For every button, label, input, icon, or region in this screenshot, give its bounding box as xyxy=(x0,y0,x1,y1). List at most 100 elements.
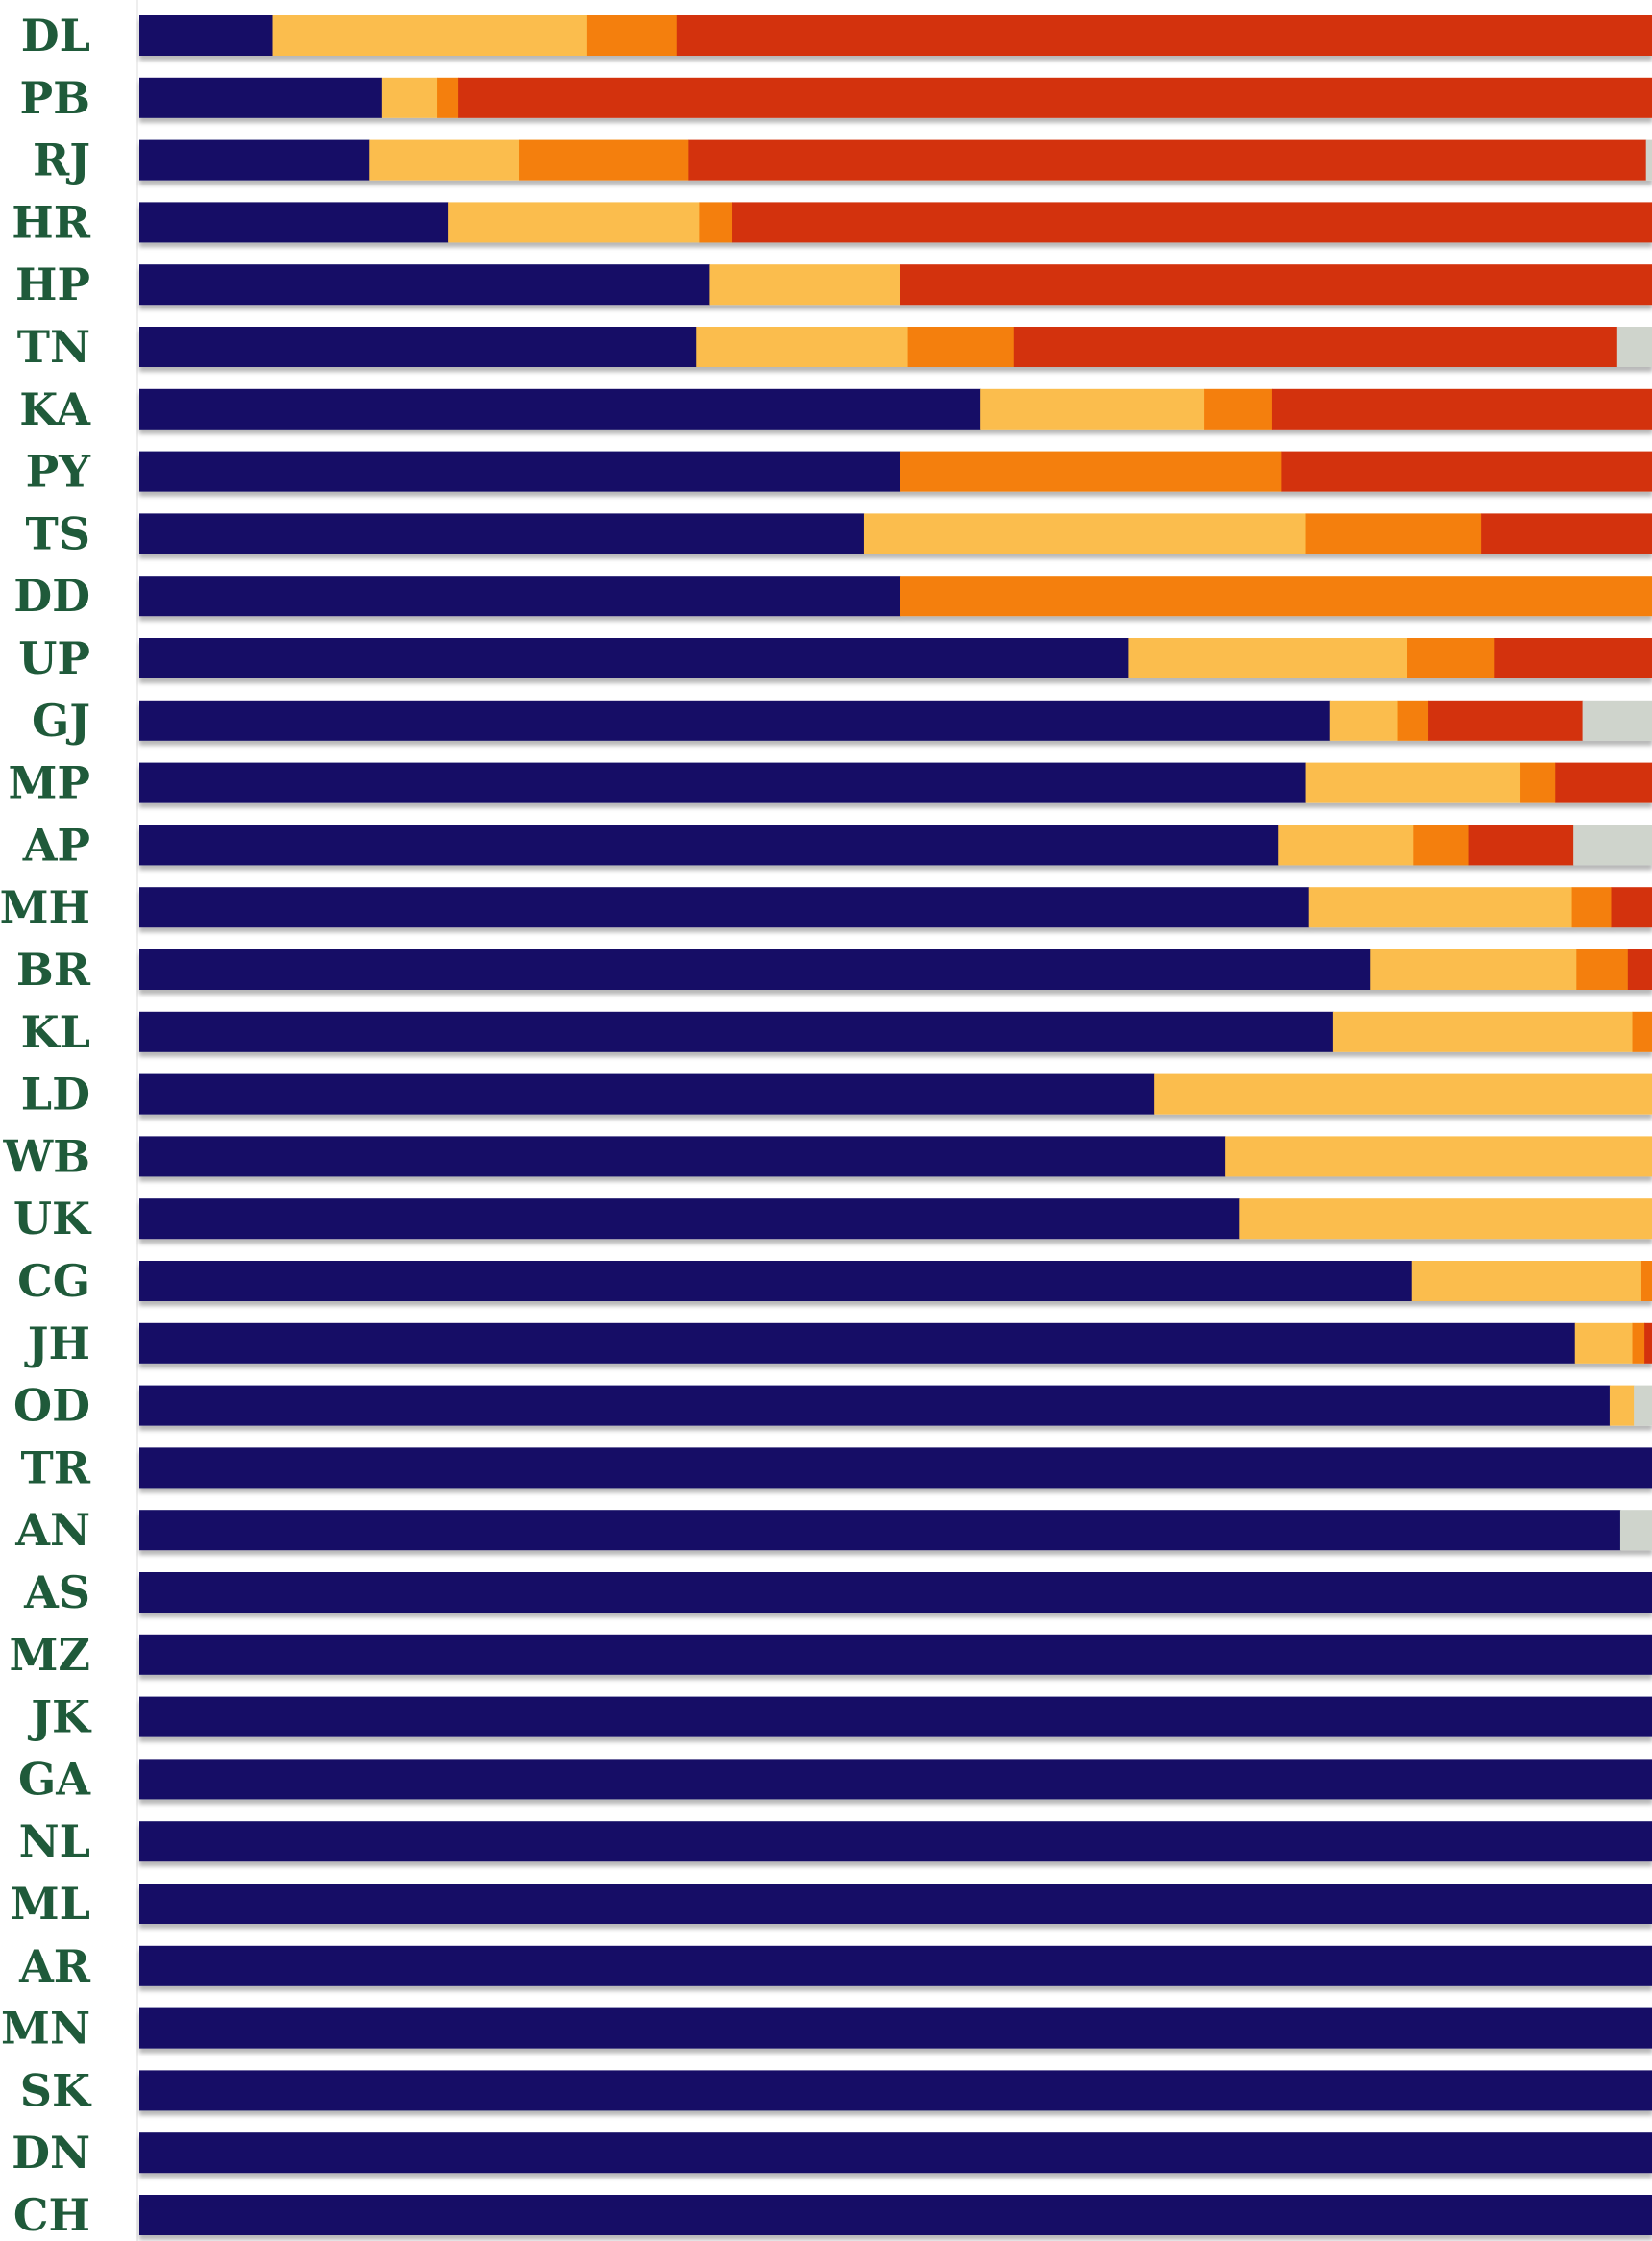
bar-row-gj xyxy=(139,700,1652,741)
bar-row-ch xyxy=(139,2195,1652,2235)
category-label-jk: JK xyxy=(27,1691,92,1743)
bar-row-sk xyxy=(139,2070,1652,2111)
bar-row-wb xyxy=(139,1136,1652,1177)
bar-row-br xyxy=(139,949,1652,990)
category-label-wb: WB xyxy=(2,1130,90,1182)
category-label-mn: MN xyxy=(1,2003,90,2055)
bars xyxy=(139,15,1652,2235)
category-label-an: AN xyxy=(14,1504,90,1556)
bar-segment-dn-1 xyxy=(139,2132,1652,2174)
bar-segment-an-1 xyxy=(139,1510,1621,1551)
category-label-as: AS xyxy=(23,1566,90,1618)
bar-segment-py-1 xyxy=(139,451,901,492)
bar-segment-od-1 xyxy=(139,1385,1611,1426)
bar-segment-ld-1 xyxy=(139,1073,1155,1115)
bar-row-nl xyxy=(139,1821,1652,1862)
bar-row-dn xyxy=(139,2132,1652,2174)
bar-segment-ka-4 xyxy=(1271,388,1652,430)
bar-segment-ap-1 xyxy=(139,825,1279,866)
bar-segment-tn-3 xyxy=(907,327,1015,367)
bar-segment-ga-1 xyxy=(139,1759,1652,1800)
bar-segment-dl-3 xyxy=(586,15,678,56)
bar-segment-mh-2 xyxy=(1308,887,1573,928)
bar-segment-ts-1 xyxy=(139,513,865,554)
bar-row-ka xyxy=(139,388,1652,430)
category-label-ga: GA xyxy=(18,1753,91,1805)
bar-row-py xyxy=(139,451,1652,492)
category-label-pb: PB xyxy=(20,72,90,124)
bar-segment-mh-4 xyxy=(1611,887,1652,928)
bar-segment-ar-1 xyxy=(139,1945,1652,1986)
bar-segment-hr-1 xyxy=(139,202,449,243)
bar-segment-mp-2 xyxy=(1305,762,1521,803)
bar-row-rj xyxy=(139,139,1652,181)
category-label-mp: MP xyxy=(8,757,90,809)
bar-row-dd xyxy=(139,576,1652,617)
bar-row-mz xyxy=(139,1634,1652,1675)
bar-segment-uk-2 xyxy=(1239,1198,1652,1240)
bar-segment-ts-3 xyxy=(1305,513,1482,554)
category-label-up: UP xyxy=(18,632,90,684)
bar-segment-ka-1 xyxy=(139,388,981,430)
bar-row-up xyxy=(139,638,1652,678)
category-label-tn: TN xyxy=(17,321,90,373)
bar-row-ar xyxy=(139,1945,1652,1986)
category-label-hp: HP xyxy=(15,259,90,310)
bar-segment-hr-2 xyxy=(448,202,700,243)
bar-segment-ld-2 xyxy=(1154,1073,1652,1115)
bar-segment-jh-1 xyxy=(139,1322,1576,1364)
bar-segment-as-1 xyxy=(139,1572,1652,1613)
category-label-uk: UK xyxy=(13,1193,92,1244)
category-label-nl: NL xyxy=(19,1815,90,1867)
bar-segment-ch-1 xyxy=(139,2195,1652,2235)
category-label-kl: KL xyxy=(21,1006,90,1058)
bar-segment-an-5 xyxy=(1619,1510,1652,1551)
bar-segment-cg-2 xyxy=(1411,1261,1642,1301)
bar-segment-tn-4 xyxy=(1013,327,1618,367)
bar-segment-hp-4 xyxy=(900,264,1652,306)
bar-segment-rj-2 xyxy=(369,139,520,181)
bar-segment-od-5 xyxy=(1634,1385,1652,1426)
bar-segment-mh-1 xyxy=(139,887,1310,928)
bar-segment-rj-5 xyxy=(1645,139,1652,181)
bar-segment-wb-2 xyxy=(1225,1136,1652,1177)
bar-segment-rj-3 xyxy=(519,139,689,181)
bar-segment-sk-1 xyxy=(139,2070,1652,2111)
category-label-mz: MZ xyxy=(10,1629,91,1681)
bar-segment-mp-4 xyxy=(1555,762,1652,803)
bar-segment-tn-2 xyxy=(696,327,909,367)
bar-segment-hr-3 xyxy=(699,202,733,243)
bar-row-kl xyxy=(139,1011,1652,1052)
bar-row-od xyxy=(139,1385,1652,1426)
bar-segment-gj-4 xyxy=(1428,700,1584,741)
bar-segment-jh-4 xyxy=(1644,1322,1652,1364)
category-label-br: BR xyxy=(16,944,91,996)
bar-segment-tr-1 xyxy=(139,1447,1652,1489)
bar-segment-dd-3 xyxy=(900,576,1652,617)
bar-segment-ka-3 xyxy=(1204,388,1273,430)
bar-segment-hp-2 xyxy=(709,264,901,306)
category-label-ts: TS xyxy=(26,507,90,559)
category-label-mh: MH xyxy=(0,881,90,933)
bar-segment-kl-2 xyxy=(1332,1011,1634,1052)
bar-row-hr xyxy=(139,202,1652,243)
bar-segment-pb-3 xyxy=(437,77,459,118)
bar-segment-kl-1 xyxy=(139,1011,1334,1052)
bar-segment-py-3 xyxy=(900,451,1282,492)
bar-segment-ap-2 xyxy=(1278,825,1414,866)
bar-segment-py-4 xyxy=(1281,451,1652,492)
bar-segment-br-1 xyxy=(139,949,1371,990)
category-labels: DL PB RJ HR HP TN KA PY TS DD UP GJ MP AP MH BR KL LD WB UK… xyxy=(0,10,92,2241)
bar-segment-dl-1 xyxy=(139,15,274,56)
bar-segment-dl-2 xyxy=(272,15,588,56)
category-label-gj: GJ xyxy=(32,695,90,747)
bar-segment-hp-1 xyxy=(139,264,710,306)
bar-segment-ap-4 xyxy=(1468,825,1574,866)
category-label-ka: KA xyxy=(19,383,91,435)
bar-row-mh xyxy=(139,887,1652,928)
bar-row-ld xyxy=(139,1073,1652,1115)
bar-segment-rj-4 xyxy=(688,139,1647,181)
bar-segment-pb-2 xyxy=(381,77,438,118)
bar-segment-mp-3 xyxy=(1520,762,1556,803)
bar-row-pb xyxy=(139,77,1652,118)
